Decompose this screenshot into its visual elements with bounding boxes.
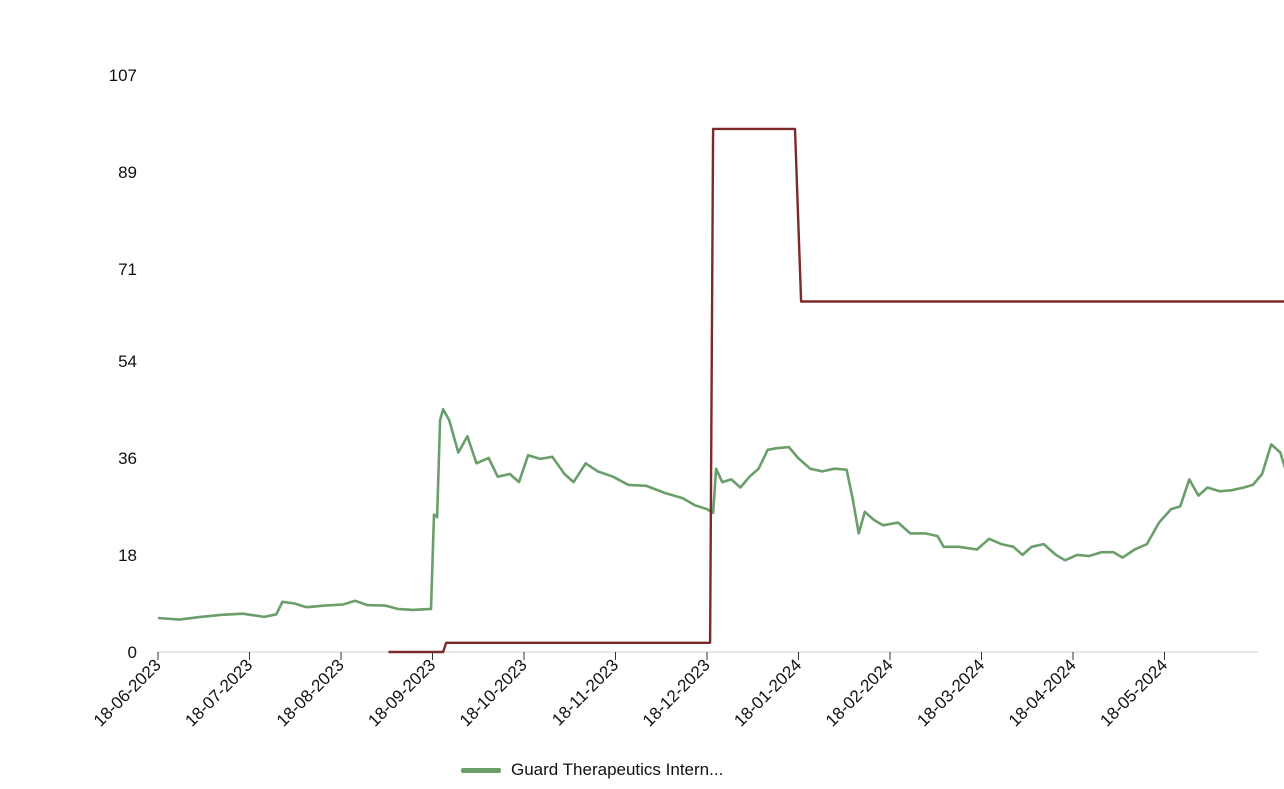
y-tick-label: 36 xyxy=(118,449,137,468)
x-axis: 18-06-2023 18-07-2023 18-08-2023 18-09-2023… xyxy=(90,651,1258,730)
y-tick-label: 0 xyxy=(128,643,137,662)
series-line-guard xyxy=(157,407,1284,621)
x-tick-label: 18-06-2023 xyxy=(90,655,165,730)
x-tick-label: 18-11-2023 xyxy=(548,655,622,729)
legend: Guard Therapeutics Intern... xyxy=(461,760,723,780)
x-tick-label: 18-07-2023 xyxy=(181,655,256,730)
y-tick-label: 54 xyxy=(118,352,137,371)
x-tick-label: 18-10-2023 xyxy=(456,655,531,730)
x-tick-label: 18-09-2023 xyxy=(364,655,439,730)
x-tick-label: 18-02-2024 xyxy=(822,655,897,730)
legend-label-guard: Guard Therapeutics Intern... xyxy=(511,760,724,779)
series-layer xyxy=(157,127,1284,654)
y-tick-label: 89 xyxy=(118,163,137,182)
series-line-2 xyxy=(388,127,1284,654)
x-tick-label: 18-12-2023 xyxy=(639,655,714,730)
x-tick-label: 18-04-2024 xyxy=(1005,655,1080,730)
x-tick-label: 18-03-2024 xyxy=(913,655,988,730)
y-axis: 0 18 36 54 71 89 107 xyxy=(109,66,137,662)
y-tick-label: 71 xyxy=(118,260,137,279)
legend-swatch-guard xyxy=(461,767,501,773)
y-tick-label: 18 xyxy=(118,546,137,565)
x-tick-label: 18-01-2024 xyxy=(730,655,805,730)
y-tick-label: 107 xyxy=(109,66,137,85)
x-tick-label: 18-05-2024 xyxy=(1096,655,1171,730)
x-tick-label: 18-08-2023 xyxy=(273,655,348,730)
